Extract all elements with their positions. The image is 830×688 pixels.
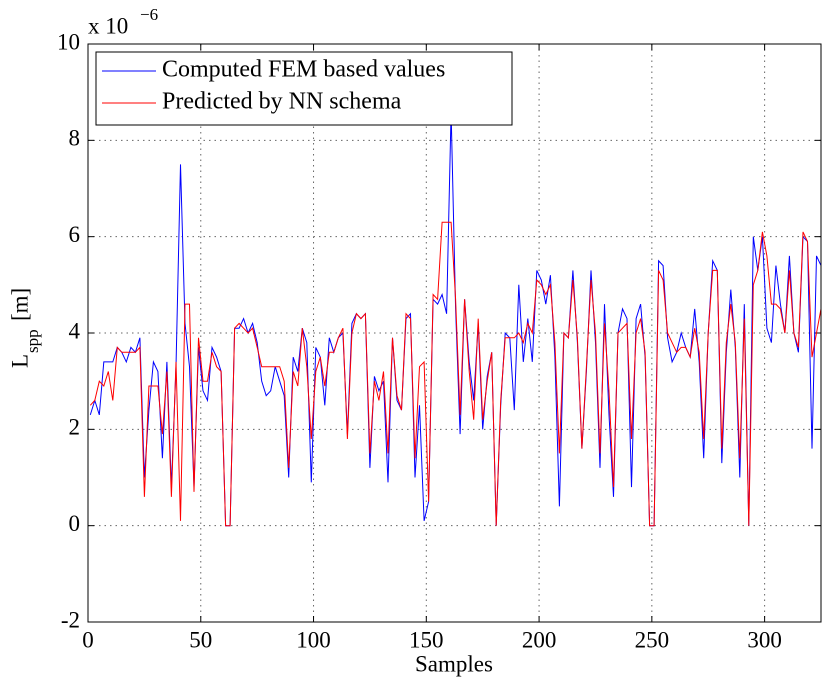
y-exponent-base: x 10 [88,13,128,38]
data-line [89,221,822,527]
y-tick-label: 2 [69,415,81,440]
legend: Computed FEM based values Predicted by NN… [95,51,513,126]
y-tick-label: -2 [61,607,80,632]
x-tick-label: 150 [409,627,444,652]
y-label-rest: [m] [7,288,32,321]
x-tick-label: 300 [747,627,782,652]
x-tick-label: 250 [635,627,670,652]
data-line [89,111,822,527]
legend-label: Computed FEM based values [162,57,445,83]
x-axis-label: Samples [415,651,493,676]
x-tick-label: 50 [189,627,212,652]
x-tick-label: 200 [522,627,557,652]
x-tick-label: 100 [296,627,331,652]
plot-frame [87,43,822,623]
y-tick-label: 0 [69,511,81,536]
y-label-sub: spp [23,329,42,353]
y-tick-label: 4 [69,318,81,343]
y-label-main: L [7,354,32,368]
y-exponent: −6 [140,5,158,24]
y-tick-label: 10 [57,29,80,54]
y-tick-label: 8 [69,126,81,151]
y-axis-label: L spp [m] [7,288,42,368]
y-tick-label: 6 [69,222,81,247]
x-tick-label: 0 [82,627,94,652]
legend-label: Predicted by NN schema [162,89,402,115]
legend-box [95,51,513,126]
